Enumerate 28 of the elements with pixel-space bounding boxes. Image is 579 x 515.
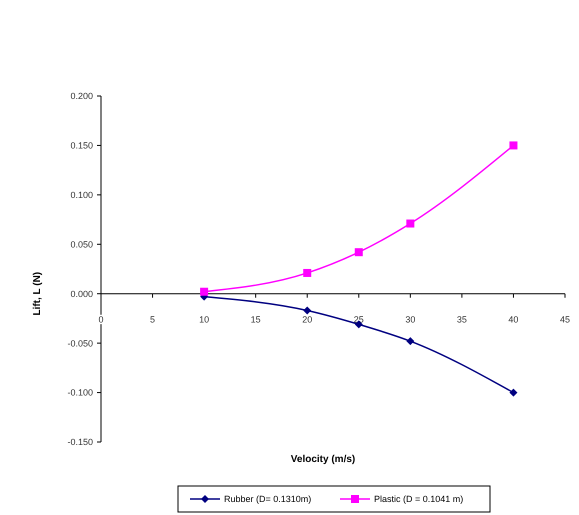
x-tick-label: 40 — [508, 314, 518, 325]
point — [303, 306, 312, 315]
point — [406, 220, 414, 228]
x-tick-label: 20 — [302, 314, 312, 325]
point — [200, 288, 208, 296]
y-axis-title: Lift, L (N) — [32, 272, 43, 316]
point — [354, 248, 363, 256]
y-tick-label: 0.050 — [70, 239, 93, 250]
x-tick-label: 35 — [456, 314, 467, 325]
y-tick-label: 0.150 — [70, 140, 93, 151]
point — [406, 337, 414, 346]
point — [303, 268, 312, 277]
x-tick-label: 10 — [199, 314, 210, 325]
y-tick-label: 0.100 — [70, 190, 93, 200]
legend-label: Plastic (D = 0.1041 m) — [374, 494, 464, 504]
x-tick-label: 15 — [250, 314, 261, 325]
legend-label: Rubber (D= 0.1310m) — [224, 494, 312, 504]
x-axis-title: Velocity (m/s) — [290, 454, 356, 465]
y-tick-label: -0.050 — [67, 338, 93, 348]
x-tick-label: 30 — [405, 314, 416, 325]
y-tick-label: 0.000 — [70, 288, 93, 299]
point — [509, 388, 518, 397]
y-tick-label: -0.100 — [67, 388, 93, 398]
x-tick-label: 5 — [150, 314, 156, 325]
x-tick-label: 45 — [560, 314, 570, 325]
y-tick-label: 0.200 — [70, 91, 93, 102]
point — [509, 141, 518, 150]
y-tick-label: -0.150 — [67, 437, 93, 448]
